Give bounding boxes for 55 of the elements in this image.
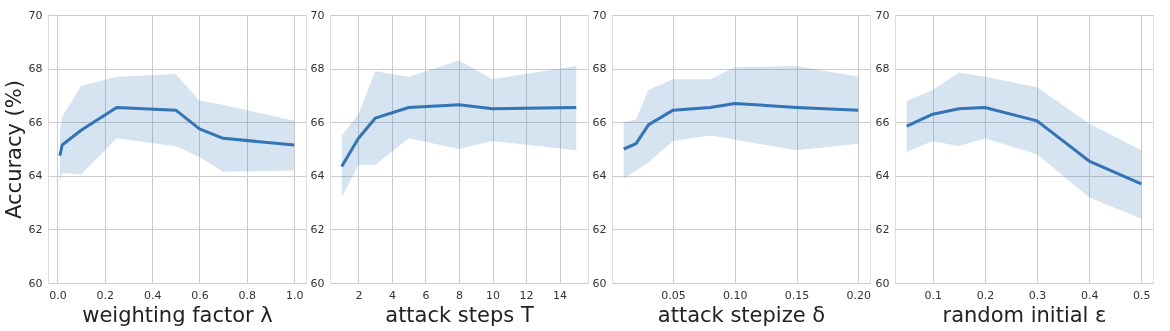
y-tick-label: 70 <box>310 8 325 22</box>
x-tick-label: 0.2 <box>976 288 995 302</box>
x-tick-label: 8 <box>456 288 463 302</box>
x-axis-title: weighting factor λ <box>82 302 273 327</box>
x-tick-label: 0.4 <box>143 288 162 302</box>
y-tick-label: 62 <box>310 222 325 236</box>
y-tick-label: 60 <box>310 276 325 290</box>
y-tick-label: 70 <box>592 8 607 22</box>
line-series <box>905 105 1143 186</box>
y-tick-label: 70 <box>875 8 890 22</box>
y-tick-label: 66 <box>310 115 325 129</box>
y-tick-label: 70 <box>28 8 43 22</box>
y-tick-label: 60 <box>28 276 43 290</box>
y-tick-label: 66 <box>875 115 890 129</box>
x-tick-label: 0.2 <box>96 288 115 302</box>
x-tick-label: 0.05 <box>661 288 686 302</box>
y-tick-label: 64 <box>592 169 607 183</box>
x-tick-label: 0.6 <box>191 288 209 302</box>
x-tick-label: 0.15 <box>784 288 810 302</box>
line-series <box>622 101 860 151</box>
y-tick-label: 60 <box>592 276 607 290</box>
line-series <box>58 105 296 158</box>
x-tick-label: 6 <box>422 288 430 302</box>
y-tick-label: 66 <box>592 115 607 129</box>
y-tick-label: 66 <box>28 115 43 129</box>
x-tick-label: 2 <box>355 288 363 302</box>
x-tick-label: 1.0 <box>285 288 304 302</box>
y-tick-label: 62 <box>592 222 607 236</box>
y-tick-label: 62 <box>28 222 43 236</box>
y-tick-label: 68 <box>875 62 890 76</box>
y-tick-label: 62 <box>875 222 890 236</box>
x-tick-label: 14 <box>553 288 568 302</box>
x-tick-label: 0.0 <box>49 288 67 302</box>
y-tick-label: 68 <box>310 62 325 76</box>
x-tick-label: 0.8 <box>238 288 257 302</box>
x-tick-label: 10 <box>486 288 501 302</box>
x-axis-title: random initial ε <box>942 302 1107 327</box>
line-series <box>340 103 578 168</box>
y-tick-label: 68 <box>592 62 607 76</box>
y-tick-label: 68 <box>28 62 43 76</box>
x-axis-title: attack stepize δ <box>657 302 826 327</box>
x-axis-title: attack steps T <box>385 302 534 327</box>
x-tick-label: 0.4 <box>1080 288 1099 302</box>
x-tick-label: 0.10 <box>723 288 748 302</box>
x-tick-label: 0.1 <box>924 288 943 302</box>
x-tick-label: 0.3 <box>1028 288 1047 302</box>
x-tick-label: 0.5 <box>1133 288 1151 302</box>
y-tick-label: 60 <box>875 276 890 290</box>
y-axis-title: Accuracy (%) <box>1 80 26 219</box>
x-tick-label: 12 <box>519 288 534 302</box>
x-tick-label: 0.20 <box>846 288 872 302</box>
y-tick-label: 64 <box>310 169 325 183</box>
y-tick-label: 64 <box>875 169 890 183</box>
x-tick-label: 4 <box>388 288 396 302</box>
y-tick-label: 64 <box>28 169 43 183</box>
